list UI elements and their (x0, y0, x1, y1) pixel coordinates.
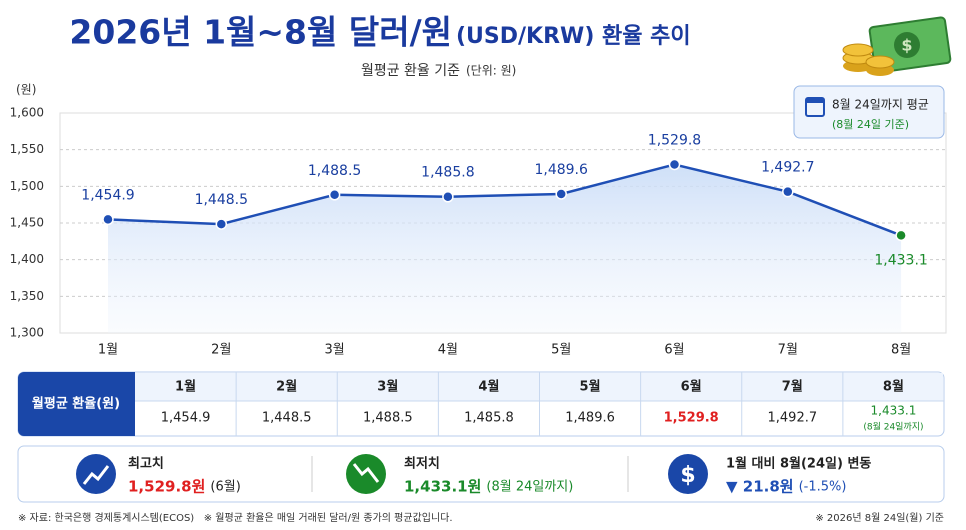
table-header: 월평균 환율(원) (32, 396, 120, 412)
table-month: 4월 (478, 379, 499, 395)
footer-left: ※ 자료: 한국은행 경제통계시스템(ECOS) ※ 월평균 환율은 매일 거래… (18, 511, 453, 524)
y-tick-label: 1,550 (10, 142, 44, 156)
table-month: 6월 (681, 379, 702, 395)
table-note: (8월 24일까지) (863, 421, 923, 433)
table-month: 1월 (175, 379, 196, 395)
area (108, 164, 902, 333)
summary-label: 최저치 (404, 456, 440, 472)
footer-right: ※ 2026년 8월 24일(월) 기준 (815, 512, 944, 524)
y-tick-label: 1,450 (10, 216, 44, 230)
y-tick-label: 1,600 (10, 106, 44, 120)
chart-title-suffix: (USD/KRW) 환율 추이 (456, 24, 691, 49)
summary-label: 1월 대비 8월(24일) 변동 (726, 456, 871, 472)
data-label: 1,529.8 (648, 132, 701, 148)
summary-label: 최고치 (128, 456, 164, 472)
point (215, 218, 228, 230)
y-axis-label: (원) (16, 83, 36, 97)
line (107, 163, 902, 237)
data-label: 1,454.9 (81, 187, 134, 203)
x-tick-label: 3월 (324, 343, 344, 358)
x-tick-label: 1월 (98, 343, 118, 358)
table-month: 2월 (276, 379, 297, 395)
summary-note: (8월 24일까지) (486, 480, 573, 495)
summary-value: ▼ 21.8원 (726, 478, 794, 496)
note-title: 8월 24일까지 평균 (832, 98, 929, 112)
note-sub: (8월 24일 기준) (832, 117, 909, 131)
point (895, 229, 907, 242)
data-label: 1,489.6 (534, 162, 588, 178)
table-value: 1,529.8 (664, 411, 719, 426)
table-value: 1,454.9 (161, 411, 211, 426)
point (442, 190, 454, 203)
x-tick-label: 5월 (551, 343, 571, 358)
table-month: 5월 (580, 379, 601, 395)
table: 월평균 환율(원) 1월 1,454.9 2월 1,448.5 3월 1,488.5 4월 1… (17, 371, 945, 437)
point (668, 158, 681, 171)
data-label: 1,448.5 (195, 192, 248, 208)
chart-title: 2026년 1월~8월 달러/원 (69, 13, 452, 52)
table-value: 1,488.5 (363, 411, 413, 426)
x-tick-label: 2월 (211, 343, 231, 358)
data-label: 1,433.1 (874, 252, 927, 268)
y-tick-label: 1,500 (10, 179, 44, 193)
table-month: 3월 (377, 379, 398, 395)
x-tick-label: 7월 (778, 343, 798, 358)
svg-text:$: $ (680, 463, 695, 488)
money-icon: $ (842, 16, 952, 76)
table-month: 7월 (782, 379, 803, 395)
summary-note: (6월) (210, 480, 240, 495)
table-value: 1,448.5 (262, 411, 312, 426)
point (782, 185, 794, 198)
table-value: 1,489.6 (565, 411, 615, 426)
x-tick-label: 6월 (664, 343, 684, 358)
x-tick-label: 8월 (891, 343, 911, 358)
subtitle: 월평균 환율 기준 (361, 63, 460, 79)
table-value: 1,485.8 (464, 411, 514, 426)
summary-value: 1,529.8원 (128, 478, 205, 496)
summary-note: (-1.5%) (799, 480, 847, 495)
y-tick-label: 1,350 (10, 289, 44, 303)
data-label: 1,488.5 (308, 163, 361, 179)
x-tick-label: 4월 (438, 343, 458, 358)
note-box: 8월 24일까지 평균 (8월 24일 기준) (793, 85, 945, 139)
subtitle-note: (단위: 원) (466, 64, 516, 78)
y-tick-label: 1,400 (10, 252, 44, 266)
summary-value: 1,433.1원 (404, 478, 481, 496)
point (555, 188, 567, 200)
summary-box: $ (17, 445, 945, 503)
point (328, 189, 341, 201)
table-value: 1,492.7 (768, 411, 818, 426)
table-value: 1,433.1 (871, 404, 917, 418)
data-label: 1,492.7 (761, 160, 814, 176)
point (102, 213, 114, 226)
data-label: 1,485.8 (421, 165, 474, 181)
y-tick-label: 1,300 (10, 326, 44, 340)
svg-text:$: $ (901, 36, 912, 55)
table-month: 8월 (883, 379, 904, 395)
